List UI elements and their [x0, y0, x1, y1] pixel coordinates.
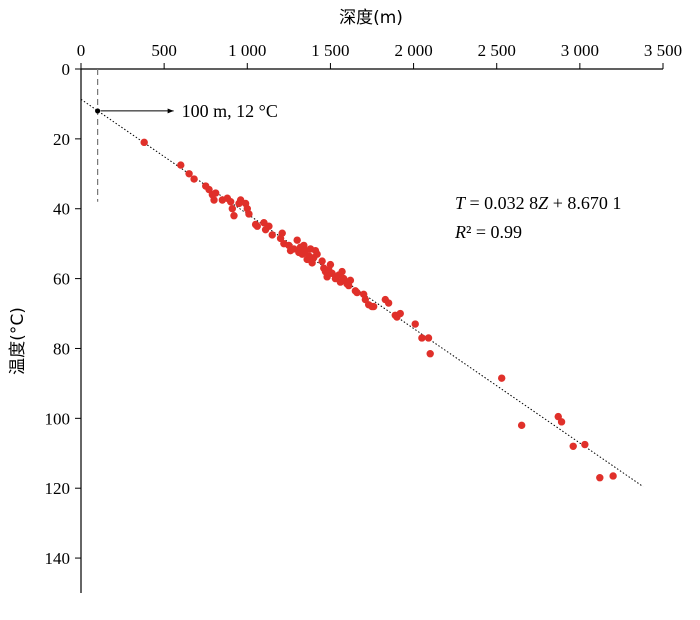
data-point [369, 302, 378, 311]
y-tick-label: 140 [45, 549, 71, 568]
data-point [581, 440, 589, 449]
data-point [418, 334, 426, 342]
data-point [293, 236, 301, 244]
x-tick-label: 0 [77, 41, 86, 60]
data-point [228, 205, 237, 213]
data-point [338, 267, 346, 276]
y-tick-label: 120 [45, 479, 71, 498]
y-tick-label: 40 [53, 200, 70, 219]
data-point [278, 229, 286, 237]
x-axis-ticks: 0 500 1 000 1 500 2 000 2 500 3 000 3 500 [77, 41, 682, 69]
x-axis-title: 深度(m) [339, 8, 403, 28]
data-point [609, 472, 617, 480]
fit-equation: T = 0.032 8Z + 8.670 1 [455, 193, 621, 213]
x-tick-label: 1 500 [311, 41, 349, 60]
data-point [210, 196, 218, 204]
data-point [353, 288, 361, 297]
x-tick-label: 2 000 [394, 41, 432, 60]
data-point [517, 421, 526, 430]
y-tick-label: 100 [45, 409, 71, 428]
data-point [426, 350, 434, 358]
data-point [177, 161, 185, 169]
y-tick-label: 0 [62, 60, 71, 79]
y-tick-label: 60 [53, 270, 70, 289]
data-point [211, 189, 220, 197]
y-tick-label: 20 [53, 130, 70, 149]
x-tick-label: 500 [151, 41, 177, 60]
data-point [384, 299, 393, 307]
data-point [326, 260, 335, 269]
data-point [265, 222, 273, 230]
reference-point [95, 108, 101, 114]
data-points [140, 138, 617, 482]
x-tick-label: 3 500 [644, 41, 682, 60]
data-point [230, 212, 238, 220]
x-tick-label: 2 500 [478, 41, 516, 60]
data-point [557, 418, 566, 426]
y-axis-ticks: 0 20 40 60 80 100 120 140 [45, 60, 81, 568]
data-point [424, 334, 433, 342]
data-point [596, 474, 604, 482]
data-point [396, 309, 404, 318]
data-point [411, 320, 419, 328]
data-point [245, 210, 253, 218]
y-tick-label: 80 [53, 339, 70, 358]
data-point [253, 222, 261, 230]
x-tick-label: 1 000 [228, 41, 266, 60]
data-point [318, 257, 326, 265]
r-squared: R² = 0.99 [454, 222, 522, 242]
data-point [313, 250, 321, 258]
data-point [268, 231, 276, 239]
x-tick-label: 3 000 [561, 41, 599, 60]
data-point [226, 198, 235, 206]
data-point [498, 374, 506, 382]
data-point [140, 138, 148, 147]
data-point [185, 170, 193, 178]
reference-point-label: 100 m, 12 °C [182, 101, 278, 121]
data-point [569, 442, 577, 450]
data-point [190, 175, 198, 183]
data-point [346, 276, 355, 285]
y-axis-title: 温度(°C) [8, 307, 28, 375]
